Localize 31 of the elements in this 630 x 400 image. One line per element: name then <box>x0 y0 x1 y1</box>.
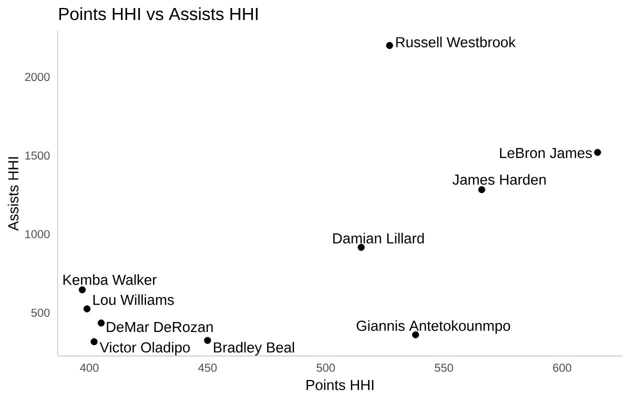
y-tick-label: 500 <box>31 308 50 317</box>
point <box>386 42 394 49</box>
point <box>90 338 98 346</box>
point <box>358 244 365 251</box>
y-tick-label: 1500 <box>25 151 50 160</box>
annotation: Victor Oladipo <box>100 342 190 356</box>
point <box>204 336 212 344</box>
annotation: LeBron James <box>500 148 592 158</box>
x-tick-label: 400 <box>80 364 99 372</box>
annotation: Russell Westbrook <box>396 36 516 48</box>
y-tick-label: 2000 <box>25 72 50 81</box>
annotation: Giannis Antetokounmpo <box>356 320 510 334</box>
annotation: James Harden <box>452 174 546 185</box>
x-axis-title: Points HHI <box>306 379 374 390</box>
point <box>478 186 486 194</box>
annotation: DeMar DeRozan <box>106 322 213 332</box>
annotation: Lou Williams <box>93 294 174 305</box>
x-tick-label: 500 <box>316 364 335 372</box>
x-tick-label: 550 <box>434 364 454 372</box>
annotation: Damian Lillard <box>333 232 424 244</box>
y-tick-label: 1000 <box>25 230 50 238</box>
chart-title: Points HHI vs Assists HHI <box>59 7 258 20</box>
point <box>78 286 86 294</box>
point <box>84 305 91 312</box>
annotation: Kemba Walker <box>64 274 157 285</box>
annotation: Bradley Beal <box>214 342 294 356</box>
y-axis-title: Assists HHI <box>8 157 18 231</box>
point <box>594 148 602 156</box>
point <box>98 319 105 326</box>
x-tick-label: 600 <box>553 364 572 372</box>
x-tick-label: 450 <box>198 364 217 372</box>
